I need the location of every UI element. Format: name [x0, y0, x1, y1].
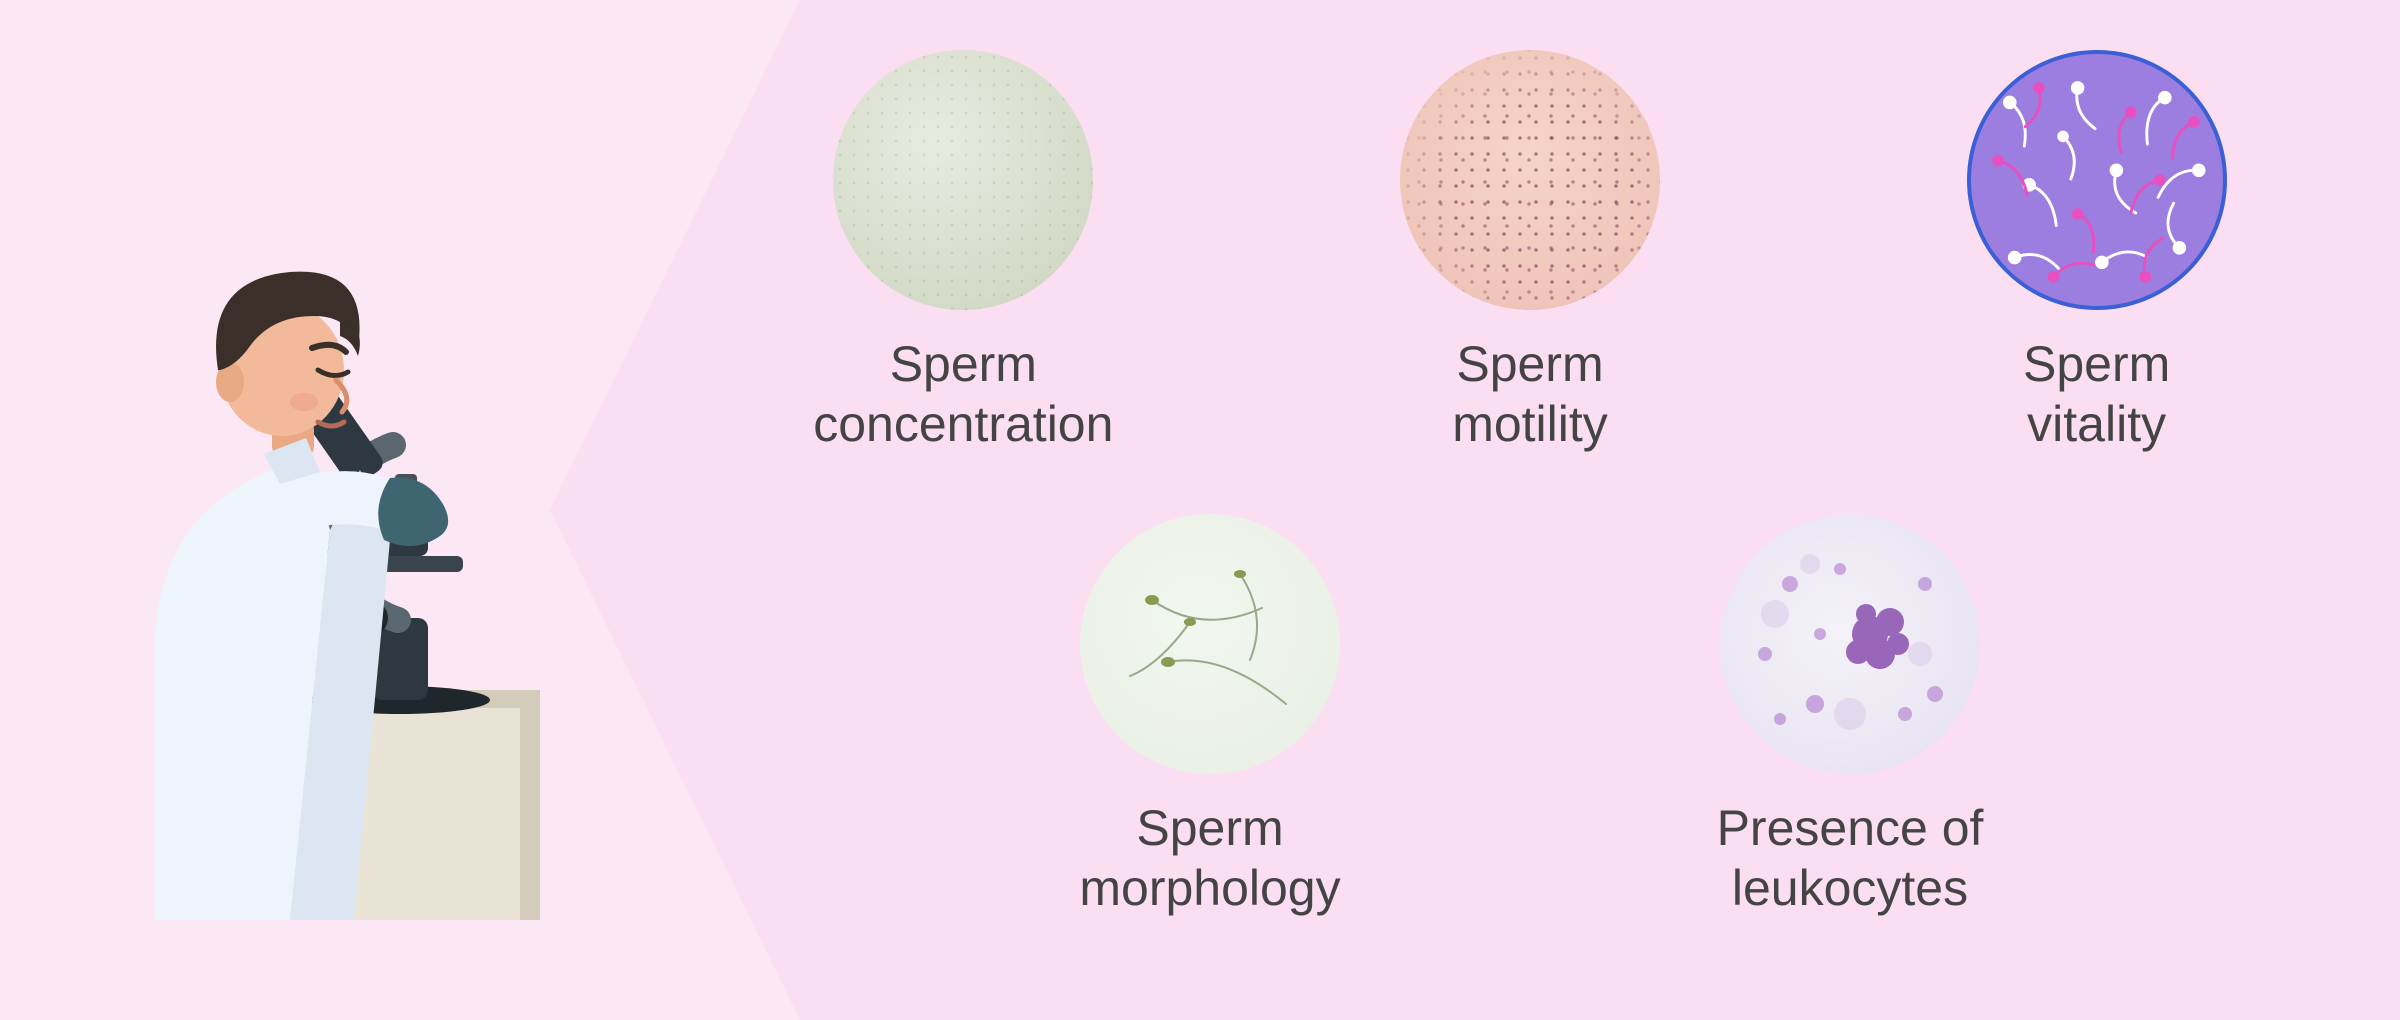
item-leukocytes: Presence of leukocytes [1640, 514, 2060, 918]
label-morphology: Sperm morphology [1079, 798, 1340, 918]
scientist-illustration [100, 220, 580, 920]
circle-concentration [833, 50, 1093, 310]
circle-leukocytes [1720, 514, 1980, 774]
row-2: Sperm morphology [680, 514, 2380, 918]
item-concentration: Sperm concentration [753, 50, 1173, 454]
item-morphology: Sperm morphology [1000, 514, 1420, 918]
label-concentration: Sperm concentration [813, 334, 1113, 454]
item-motility: Sperm motility [1320, 50, 1740, 454]
circle-morphology [1080, 514, 1340, 774]
row-1: Sperm concentration Sperm motility [680, 50, 2380, 454]
item-vitality: Sperm vitality [1887, 50, 2307, 454]
parameters-grid: Sperm concentration Sperm motility [680, 40, 2380, 980]
circle-motility [1400, 50, 1660, 310]
label-motility: Sperm motility [1452, 334, 1608, 454]
circle-vitality [1967, 50, 2227, 310]
label-vitality: Sperm vitality [2023, 334, 2170, 454]
label-leukocytes: Presence of leukocytes [1717, 798, 1984, 918]
